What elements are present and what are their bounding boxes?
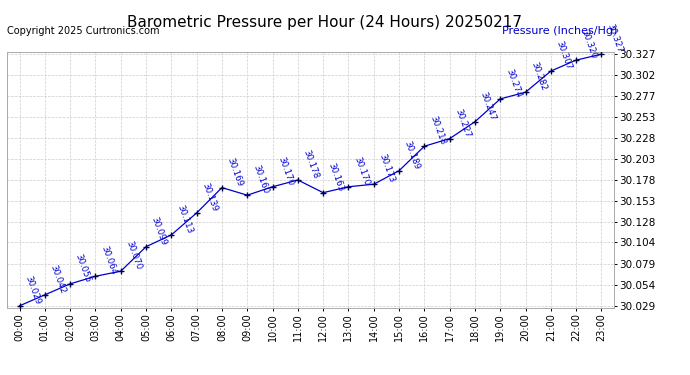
Text: Pressure (Inches/Hg): Pressure (Inches/Hg) bbox=[502, 26, 618, 36]
Text: 30.160: 30.160 bbox=[251, 164, 270, 195]
Text: 30.170: 30.170 bbox=[353, 155, 371, 187]
Text: 30.227: 30.227 bbox=[453, 107, 472, 139]
Text: 30.218: 30.218 bbox=[428, 115, 447, 146]
Text: 30.042: 30.042 bbox=[48, 264, 68, 295]
Text: 30.173: 30.173 bbox=[377, 153, 396, 184]
Text: 30.327: 30.327 bbox=[605, 23, 624, 54]
Text: 30.274: 30.274 bbox=[504, 68, 523, 99]
Text: 30.320: 30.320 bbox=[580, 29, 599, 60]
Text: 30.163: 30.163 bbox=[327, 161, 346, 193]
Text: 30.070: 30.070 bbox=[125, 240, 144, 271]
Text: Barometric Pressure per Hour (24 Hours) 20250217: Barometric Pressure per Hour (24 Hours) … bbox=[127, 15, 522, 30]
Text: 30.169: 30.169 bbox=[226, 156, 244, 188]
Text: 30.170: 30.170 bbox=[276, 155, 295, 187]
Text: 30.307: 30.307 bbox=[555, 40, 573, 71]
Text: 30.247: 30.247 bbox=[479, 90, 497, 122]
Text: 30.113: 30.113 bbox=[175, 204, 194, 235]
Text: 30.139: 30.139 bbox=[201, 182, 219, 213]
Text: 30.282: 30.282 bbox=[529, 61, 548, 92]
Text: Copyright 2025 Curtronics.com: Copyright 2025 Curtronics.com bbox=[7, 26, 159, 36]
Text: 30.099: 30.099 bbox=[150, 216, 168, 247]
Text: 30.178: 30.178 bbox=[302, 148, 320, 180]
Text: 30.064: 30.064 bbox=[99, 245, 118, 276]
Text: 30.029: 30.029 bbox=[23, 274, 42, 306]
Text: 30.189: 30.189 bbox=[403, 140, 422, 171]
Text: 30.055: 30.055 bbox=[74, 252, 92, 284]
